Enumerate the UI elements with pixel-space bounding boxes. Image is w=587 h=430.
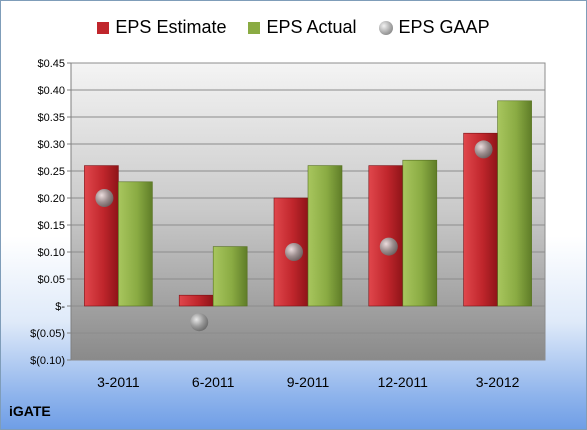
gaap-swatch [378,20,393,35]
y-tick-label: $- [55,301,65,313]
y-tick-label: $(0.05) [30,328,65,340]
legend-label-actual: EPS Actual [266,17,357,37]
bar-eps-actual [307,165,343,307]
x-tick-label: 12-2011 [378,374,429,390]
y-tick-label: $0.20 [37,193,65,205]
y-tick-label: $0.15 [37,220,65,232]
point-eps-gaap [285,243,303,261]
y-tick-label: $0.35 [37,112,65,124]
legend-item-actual: EPS Actual [248,17,357,38]
legend-item-gaap: EPS GAAP [378,17,490,38]
y-axis: $0.45 $0.40 $0.35 $0.30 $0.25 $0.20 $0.15 $0.10… [30,58,72,367]
y-tick-label: $0.45 [37,58,65,70]
bars [84,100,532,307]
y-tick-label: $0.40 [37,85,65,97]
bar-eps-estimate [368,165,404,307]
point-eps-gaap [95,189,114,207]
bar-eps-estimate [178,294,214,307]
bar-eps-actual [118,181,153,307]
x-tick-label: 3-2011 [97,374,140,390]
y-tick-label: $0.10 [37,247,65,259]
actual-swatch [248,21,261,34]
legend-label-estimate: EPS Estimate [115,17,227,37]
y-tick-label: $0.05 [37,274,65,286]
y-tick-label: $(0.10) [30,355,65,367]
legend-label-gaap: EPS GAAP [398,17,490,37]
bar-eps-estimate [84,165,119,307]
bar-eps-actual [402,159,438,307]
company-label: iGATE [9,403,51,419]
x-tick-label: 9-2011 [287,374,330,390]
x-tick-label: 3-2012 [476,374,520,390]
legend-item-estimate: EPS Estimate [97,17,226,38]
y-tick-label: $0.25 [37,166,65,178]
x-axis: 3-2011 6-2011 9-2011 12-2011 3-2012 [97,374,519,390]
gaap-points [95,140,493,332]
bar-eps-estimate [463,132,498,307]
point-eps-gaap [379,237,398,256]
x-tick-label: 6-2011 [192,374,235,390]
estimate-swatch [97,21,110,34]
point-eps-gaap [190,313,209,332]
y-tick-label: $0.30 [37,139,65,151]
point-eps-gaap [474,140,493,159]
bar-eps-actual [497,100,532,307]
bar-eps-actual [212,246,248,307]
legend: EPS Estimate EPS Actual EPS GAAP [1,17,586,38]
